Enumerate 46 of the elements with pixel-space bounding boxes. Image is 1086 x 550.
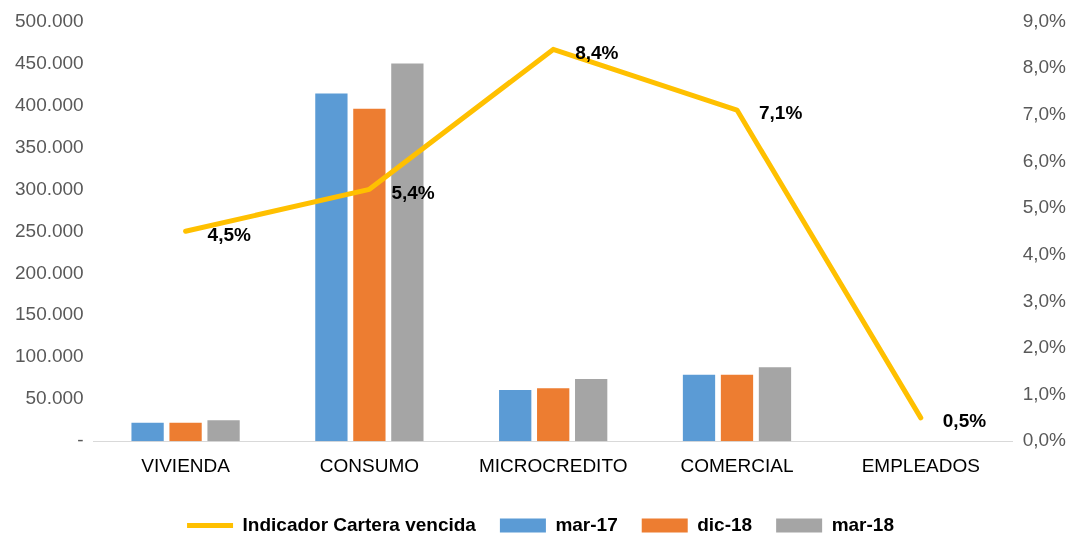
y2-tick-label: 8,0%: [1022, 56, 1067, 78]
y-tick-label: 100.000: [14, 345, 84, 367]
x-tick-label: COMERCIAL: [680, 454, 794, 476]
bar: [169, 422, 202, 442]
data-label: 8,4%: [575, 41, 619, 63]
y2-tick-label: 9,0%: [1022, 9, 1067, 31]
y2-tick-label: 4,0%: [1022, 242, 1067, 264]
data-label: 5,4%: [391, 181, 435, 203]
y-tick-label: 450.000: [14, 51, 84, 73]
y-tick-label: 300.000: [14, 177, 84, 199]
y2-tick-label: 6,0%: [1022, 149, 1067, 171]
x-tick-label: MICROCREDITO: [478, 454, 628, 476]
y-tick-label: 250.000: [14, 219, 84, 241]
bar: [131, 422, 164, 442]
bar: [720, 374, 754, 442]
data-label: 4,5%: [207, 223, 251, 245]
y-tick-label: -: [77, 429, 84, 451]
bar: [758, 367, 792, 442]
y-tick-label: 500.000: [14, 9, 84, 31]
y-tick-label: 50.000: [25, 387, 84, 409]
legend-label: mar-18: [831, 513, 894, 535]
y2-tick-label: 1,0%: [1022, 382, 1067, 404]
y-tick-label: 350.000: [14, 135, 84, 157]
bar: [575, 379, 608, 442]
x-tick-label: VIVIENDA: [141, 454, 231, 476]
bar: [315, 93, 348, 442]
bar: [682, 374, 716, 442]
data-label: 7,1%: [758, 102, 803, 124]
y-tick-label: 150.000: [14, 303, 84, 325]
y2-tick-label: 2,0%: [1022, 336, 1067, 358]
y2-tick-label: 5,0%: [1022, 196, 1067, 218]
y-tick-label: 400.000: [14, 93, 84, 115]
x-tick-label: CONSUMO: [319, 454, 419, 476]
bar: [207, 420, 240, 442]
x-tick-label: EMPLEADOS: [861, 454, 980, 476]
bar: [499, 389, 532, 442]
y-tick-label: 200.000: [14, 261, 84, 283]
data-label: 0,5%: [942, 410, 987, 432]
y2-tick-label: 7,0%: [1022, 102, 1067, 124]
bar: [537, 388, 570, 442]
legend-label: Indicador Cartera vencida: [242, 513, 477, 535]
y2-tick-label: 3,0%: [1022, 289, 1067, 311]
y2-tick-label: 0,0%: [1022, 429, 1067, 451]
legend-label: dic-18: [697, 513, 753, 535]
bar: [353, 108, 386, 442]
legend-label: mar-17: [555, 513, 618, 535]
